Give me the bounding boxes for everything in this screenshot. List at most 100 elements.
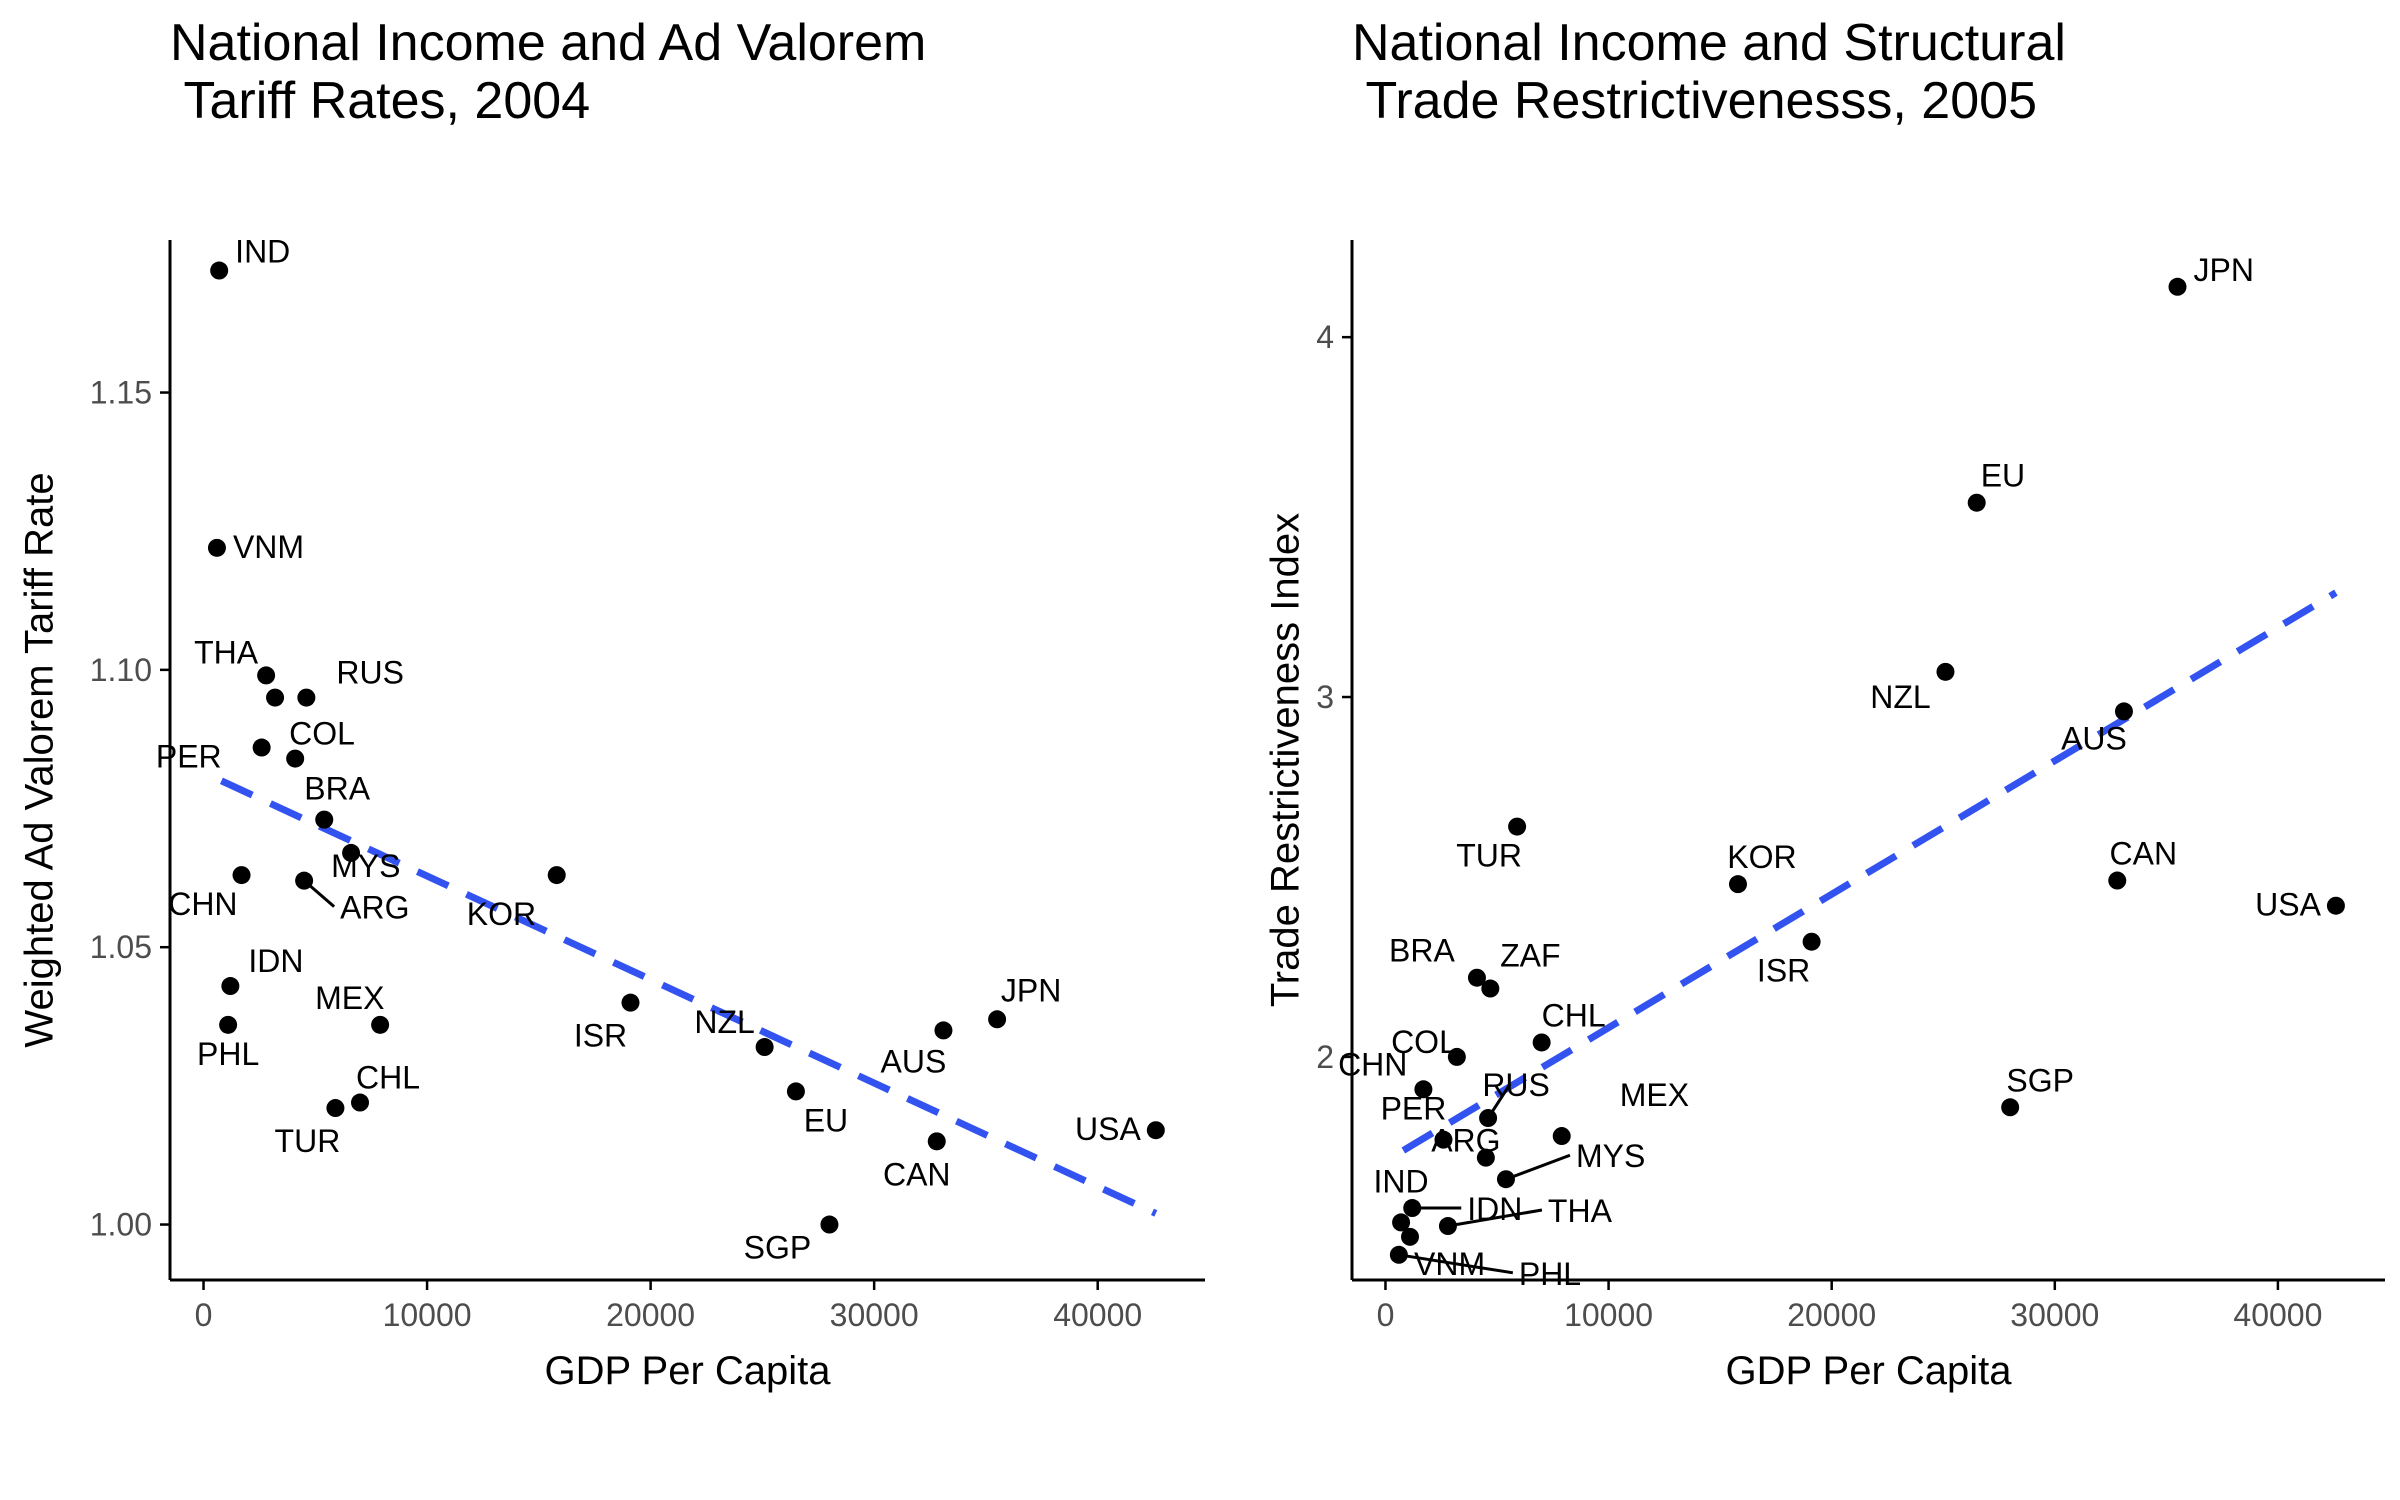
tariff-x-tick-label: 40000: [1053, 1297, 1142, 1333]
tariff-point-label-phl: PHL: [197, 1036, 259, 1072]
tariff-point-tur: [326, 1099, 345, 1118]
restrictiveness-point-label-usa: USA: [2255, 887, 2321, 923]
tariff-point-kor: [547, 866, 566, 885]
tariff-point-label-jpn: JPN: [1001, 972, 1061, 1008]
left-title-line2: Tariff Rates, 2004: [170, 72, 591, 130]
restrictiveness-point-isr: [1802, 932, 1821, 951]
restrictiveness-point-kor: [1728, 875, 1747, 894]
tariff-point-label-can: CAN: [883, 1156, 951, 1192]
restrictiveness-point-sgp: [2001, 1098, 2020, 1117]
restrictiveness-point-label-ind: IND: [1374, 1163, 1429, 1199]
tariff-point-mex: [371, 1015, 390, 1034]
restrictiveness-point-label-eu: EU: [1981, 458, 2025, 494]
restrictiveness-label-leader: [1447, 1208, 1543, 1228]
restrictiveness-point-rus: [1479, 1109, 1498, 1128]
restrictiveness-point-label-can: CAN: [2109, 836, 2177, 872]
tariff-point-label-aus: AUS: [881, 1043, 947, 1079]
restrictiveness-point-per: [1434, 1130, 1453, 1149]
restrictiveness-point-chl: [1532, 1033, 1551, 1052]
tariff-point-arg: [295, 871, 314, 890]
restrictiveness-point-ind: [1392, 1213, 1411, 1232]
restrictiveness-point-usa: [2326, 896, 2345, 915]
tariff-point-label-vnm: VNM: [233, 529, 304, 565]
tariff-point-mys: [342, 843, 361, 862]
restrictiveness-point-label-aus: AUS: [2061, 720, 2127, 756]
restrictiveness-point-phl: [1389, 1245, 1408, 1264]
restrictiveness-x-tick-label: 0: [1377, 1297, 1395, 1333]
restrictiveness-point-label-chl: CHL: [1542, 997, 1606, 1033]
restrictiveness-point-label-sgp: SGP: [2006, 1062, 2074, 1098]
restrictiveness-y-axis-label: Trade Restrictiveness Index: [1264, 513, 1308, 1007]
restrictiveness-trend-line: [1401, 589, 2338, 1154]
restrictiveness-point-eu: [1967, 493, 1986, 512]
restrictiveness-label-leader: [1505, 1153, 1571, 1181]
restrictiveness-point-label-rus: RUS: [1482, 1067, 1550, 1103]
restrictiveness-x-tick-label: 30000: [2010, 1297, 2099, 1333]
tariff-point-label-chl: CHL: [356, 1060, 420, 1096]
left-plot-title: National Income and Ad Valorem Tariff Ra…: [170, 14, 926, 130]
restrictiveness-point-can: [2108, 871, 2127, 890]
restrictiveness-x-tick-label: 20000: [1787, 1297, 1876, 1333]
tariff-point-label-per: PER: [156, 739, 222, 775]
tariff-point-label-eu: EU: [804, 1102, 848, 1138]
right-title-line1: National Income and Structural: [1352, 14, 2066, 72]
left-title-line1: National Income and Ad Valorem: [170, 14, 927, 72]
tariff-point-label-mys: MYS: [331, 848, 400, 884]
tariff-point-chl: [351, 1093, 370, 1112]
tariff-point-label-mex: MEX: [315, 980, 384, 1016]
tariff-point-label-arg: ARG: [340, 890, 409, 926]
tariff-point-can: [927, 1132, 946, 1151]
restrictiveness-y-tick-label: 3: [1316, 679, 1334, 715]
tariff-point-label-nzl: NZL: [694, 1004, 754, 1040]
tariff-point-label-tha: THA: [194, 634, 259, 670]
tariff-point-tha: [257, 666, 276, 685]
restrictiveness-point-vnm: [1401, 1227, 1420, 1246]
restrictiveness-point-label-phl: PHL: [1519, 1256, 1581, 1292]
restrictiveness-point-label-per: PER: [1381, 1091, 1447, 1127]
tariff-point-per: [252, 738, 271, 757]
tariff-point-unlabeled: [266, 688, 285, 707]
restrictiveness-point-tha: [1438, 1217, 1457, 1236]
restrictiveness-panel: 0 10000 20000 30000 40000 2 3 4 GDP Per Capita Tr…: [1264, 240, 2385, 1393]
tariff-point-label-tur: TUR: [275, 1123, 341, 1159]
tariff-x-tick-label: 0: [195, 1297, 213, 1333]
tariff-trend-line: [219, 777, 1158, 1217]
tariff-x-tick-label: 10000: [383, 1297, 472, 1333]
restrictiveness-y-tick-label: 4: [1316, 319, 1334, 355]
tariff-point-usa: [1146, 1121, 1165, 1140]
tariff-point-nzl: [755, 1038, 774, 1057]
tariff-point-label-chn: CHN: [168, 886, 237, 922]
tariff-point-aus: [934, 1021, 953, 1040]
restrictiveness-point-label-zaf: ZAF: [1500, 938, 1560, 974]
restrictiveness-label-leader: [1398, 1253, 1514, 1275]
restrictiveness-point-label-chn: CHN: [1338, 1046, 1407, 1082]
tariff-point-jpn: [988, 1010, 1007, 1029]
restrictiveness-point-label-jpn: JPN: [2194, 252, 2254, 288]
tariff-point-label-usa: USA: [1075, 1111, 1141, 1147]
restrictiveness-point-zaf: [1481, 979, 1500, 998]
restrictiveness-point-label-mys: MYS: [1576, 1138, 1645, 1174]
tariff-point-label-idn: IDN: [248, 943, 303, 979]
tariff-point-label-col: COL: [289, 716, 355, 752]
restrictiveness-point-mex: [1552, 1127, 1571, 1146]
restrictiveness-x-tick-label: 10000: [1564, 1297, 1653, 1333]
restrictiveness-point-jpn: [2168, 277, 2187, 296]
restrictiveness-point-bra: [1467, 968, 1486, 987]
tariff-point-ind: [210, 261, 229, 280]
restrictiveness-y-tick-label: 2: [1316, 1039, 1334, 1075]
tariff-y-tick-label: 1.05: [90, 929, 152, 965]
tariff-y-tick-label: 1.00: [90, 1207, 152, 1243]
restrictiveness-point-label-bra: BRA: [1389, 933, 1455, 969]
tariff-x-axis-label: GDP Per Capita: [544, 1349, 831, 1393]
tariff-point-bra: [315, 810, 334, 829]
tariff-point-label-bra: BRA: [304, 771, 370, 807]
restrictiveness-point-label-kor: KOR: [1727, 839, 1796, 875]
tariff-panel: 0 10000 20000 30000 40000 1.00 1.05 1.10 1.15 GDP…: [18, 234, 1205, 1393]
restrictiveness-point-mys: [1496, 1170, 1515, 1189]
restrictiveness-point-label-arg: ARG: [1431, 1123, 1500, 1159]
right-plot-title: National Income and Structural Trade Res…: [1352, 14, 2066, 130]
tariff-y-tick-label: 1.10: [90, 652, 152, 688]
tariff-y-axis-label: Weighted Ad Valorem Tariff Rate: [18, 472, 62, 1047]
